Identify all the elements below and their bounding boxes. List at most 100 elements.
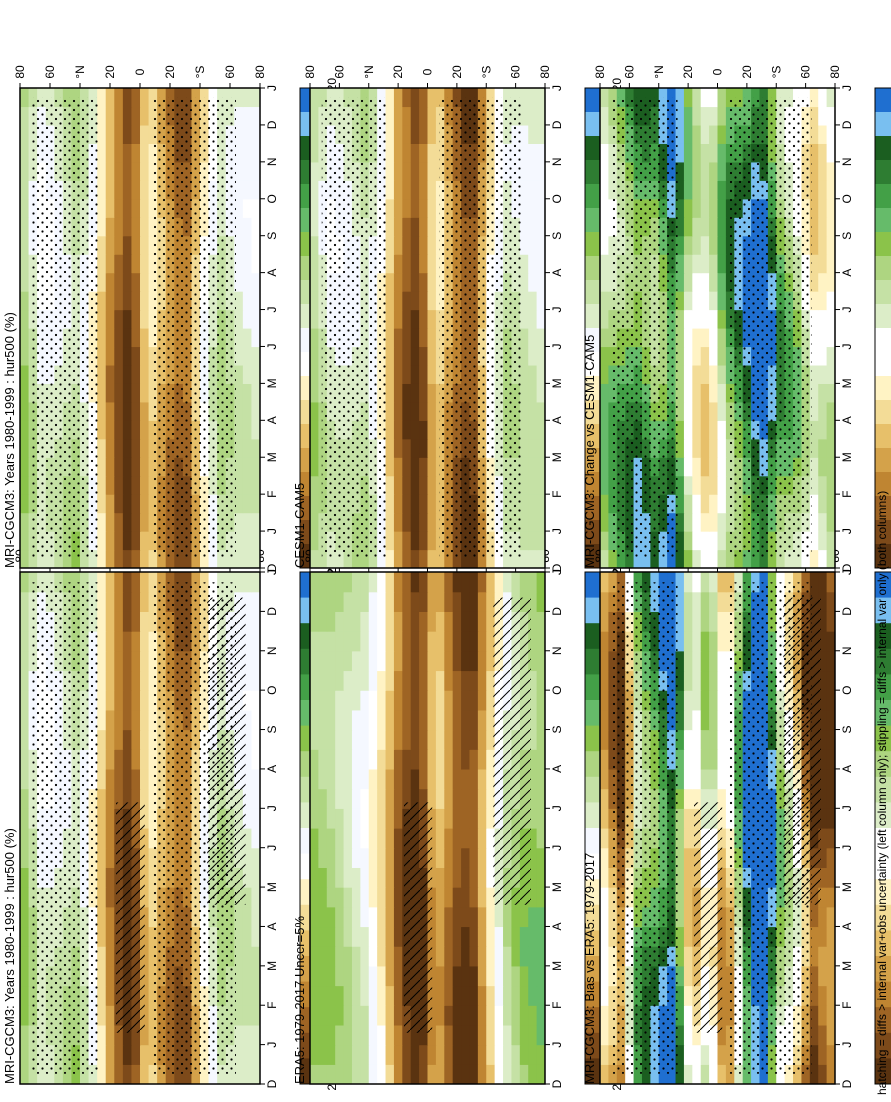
heatmap-cell <box>377 965 387 987</box>
heatmap-cell <box>402 788 412 809</box>
heatmap-cell <box>97 254 107 274</box>
heatmap-cell <box>519 438 529 458</box>
heatmap-cell <box>105 475 115 495</box>
x-tick-label: J <box>840 343 854 349</box>
x-tick-label: S <box>840 726 854 734</box>
heatmap-cell <box>88 1064 98 1084</box>
heatmap-cell <box>809 272 819 292</box>
heatmap-cell <box>826 235 835 255</box>
heatmap-field <box>310 88 545 568</box>
heatmap-cell <box>402 364 412 384</box>
heatmap-cell <box>368 1005 378 1026</box>
heatmap-cell <box>709 235 719 255</box>
heatmap-cell <box>734 572 744 593</box>
heatmap-cell <box>114 494 124 514</box>
heatmap-cell <box>393 143 403 163</box>
heatmap-cell <box>20 788 30 809</box>
heatmap-cell <box>326 828 336 849</box>
heatmap-cell <box>419 650 429 672</box>
heatmap-cell <box>658 88 668 108</box>
panel-title: ERA5: 1979-2017 Uncer=5% <box>292 916 307 1084</box>
heatmap-cell <box>234 198 244 218</box>
heatmap-cell <box>20 572 30 593</box>
heatmap-cell <box>734 88 744 108</box>
heatmap-cell <box>343 985 353 1006</box>
heatmap-cell <box>326 906 336 928</box>
heatmap-cell <box>251 106 260 126</box>
heatmap-cell <box>310 438 319 458</box>
y-tick-label: 80 <box>538 65 552 79</box>
heatmap-cell <box>310 946 319 967</box>
heatmap-cell <box>503 549 513 568</box>
heatmap-cell <box>519 1005 529 1026</box>
x-tick-label: S <box>265 726 279 734</box>
heatmap-cell <box>683 457 693 477</box>
heatmap-cell <box>105 650 115 672</box>
heatmap-cell <box>477 808 487 829</box>
heatmap-cell <box>131 531 141 551</box>
heatmap-cell <box>251 729 260 750</box>
heatmap-cell <box>377 549 387 568</box>
heatmap-cell <box>692 709 702 731</box>
heatmap-cell <box>683 328 693 348</box>
heatmap-cell <box>368 611 378 632</box>
heatmap-cell <box>519 383 529 403</box>
panel-title: MRI-CGCM3: Change vs CESM1-CAM5 <box>582 335 597 568</box>
heatmap-cell <box>818 572 828 593</box>
heatmap-cell <box>427 124 437 144</box>
heatmap-cell <box>600 291 609 311</box>
heatmap-cell <box>393 309 403 329</box>
heatmap-cell <box>310 572 319 593</box>
colorbar-swatch <box>875 597 891 624</box>
heatmap-cell <box>410 235 420 255</box>
heatmap-cell <box>600 631 609 652</box>
heatmap-cell <box>410 383 420 403</box>
heatmap-cell <box>131 309 141 329</box>
heatmap-cell <box>140 670 150 691</box>
heatmap-cell <box>368 690 378 711</box>
heatmap-cell <box>310 254 319 274</box>
heatmap-cell <box>242 749 253 770</box>
heatmap-cell <box>242 1005 253 1026</box>
heatmap-cell <box>351 847 361 868</box>
x-tick-label: A <box>550 269 564 277</box>
heatmap-cell <box>20 475 30 495</box>
heatmap-cell <box>809 457 819 477</box>
heatmap-cell <box>105 106 115 126</box>
heatmap-cell <box>114 1044 124 1065</box>
heatmap-cell <box>385 1044 395 1065</box>
heatmap-cell <box>393 768 403 790</box>
colorbar-frame <box>874 571 891 1085</box>
heatmap-cell <box>427 512 437 532</box>
heatmap-cell <box>97 420 107 440</box>
heatmap-cell <box>97 906 107 928</box>
heatmap-cell <box>511 1064 521 1084</box>
heatmap-cell <box>105 788 115 809</box>
heatmap-cell <box>20 143 30 163</box>
heatmap-cell <box>310 985 319 1006</box>
heatmap-cell <box>410 1064 420 1084</box>
heatmap-cell <box>692 749 702 770</box>
heatmap-cell <box>486 729 496 750</box>
heatmap-cell <box>402 124 412 144</box>
heatmap-cell <box>410 217 420 237</box>
heatmap-cell <box>97 611 107 632</box>
colorbar: 1086420-2-4-6-8-10 <box>874 571 891 1085</box>
heatmap-cell <box>536 531 545 551</box>
heatmap-cell <box>717 494 727 514</box>
y-tick-label: °S <box>479 66 493 79</box>
x-tick-label: A <box>550 416 564 424</box>
heatmap-cell <box>385 124 395 144</box>
heatmap-cell <box>528 531 538 551</box>
heatmap-cell <box>675 690 685 711</box>
heatmap-cell <box>675 926 685 947</box>
heatmap-cell <box>191 549 201 568</box>
heatmap-cell <box>225 88 235 108</box>
x-tick-label: J <box>550 307 564 313</box>
heatmap-cell <box>692 124 702 144</box>
heatmap-cell <box>692 1044 702 1065</box>
y-tick-label: 80 <box>303 65 317 79</box>
heatmap-cell <box>826 291 835 311</box>
heatmap-cell <box>335 906 345 928</box>
heatmap-cell <box>536 401 545 421</box>
